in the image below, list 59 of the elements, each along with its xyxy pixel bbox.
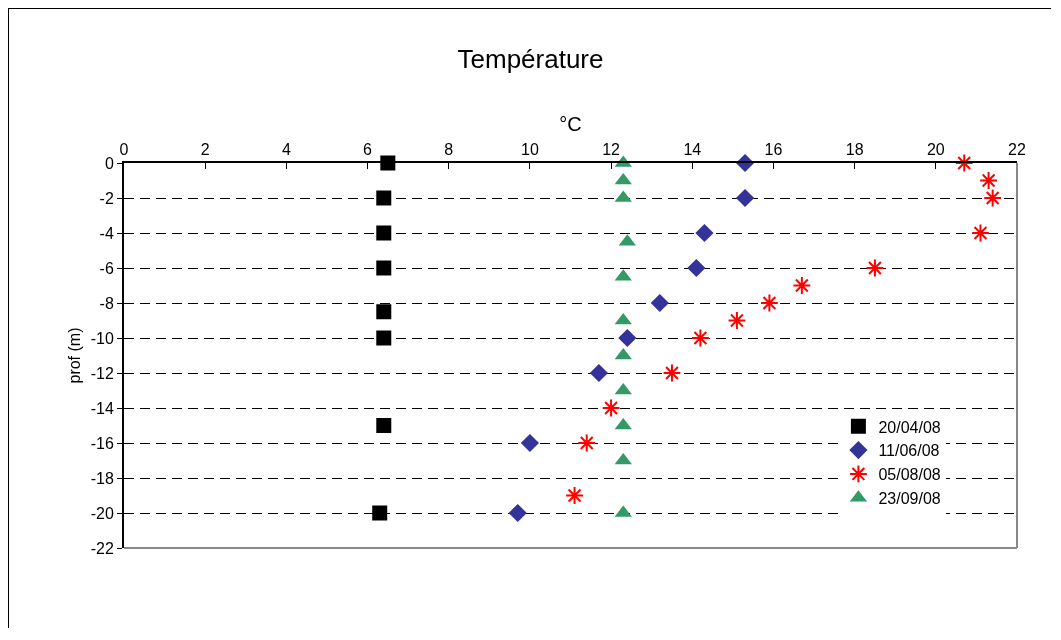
point bbox=[687, 258, 706, 278]
point bbox=[376, 418, 392, 433]
y-tick-label: -8 bbox=[99, 294, 114, 312]
y-axis-title: prof (m) bbox=[66, 327, 84, 384]
point bbox=[577, 433, 597, 453]
point bbox=[983, 188, 1003, 208]
point bbox=[376, 304, 392, 320]
legend-label: 20/04/08 bbox=[878, 418, 941, 436]
x-tick-label: 4 bbox=[281, 140, 291, 158]
point bbox=[735, 188, 755, 208]
point bbox=[376, 260, 392, 276]
x-tick-label: 0 bbox=[119, 140, 129, 158]
point bbox=[376, 330, 392, 346]
x-tick-label: 8 bbox=[444, 140, 454, 158]
point bbox=[376, 190, 392, 206]
legend-label: 05/08/08 bbox=[878, 466, 941, 484]
x-tick-label: 18 bbox=[845, 140, 864, 158]
point bbox=[565, 486, 584, 505]
y-tick-label: 0 bbox=[104, 154, 114, 172]
point bbox=[690, 328, 710, 348]
x-tick-label: 14 bbox=[683, 140, 702, 158]
point bbox=[954, 153, 974, 173]
x-tick-label: 6 bbox=[363, 140, 373, 158]
point bbox=[372, 505, 388, 521]
x-axis-title: °C bbox=[559, 112, 582, 135]
chart-title: Température bbox=[457, 43, 604, 74]
y-tick-label: -22 bbox=[90, 539, 114, 557]
x-tick-label: 16 bbox=[764, 140, 783, 158]
y-tick-label: -18 bbox=[90, 469, 114, 487]
point bbox=[520, 433, 540, 453]
point bbox=[589, 363, 609, 383]
point bbox=[979, 171, 998, 190]
point bbox=[376, 225, 392, 241]
y-tick-label: -6 bbox=[99, 259, 114, 277]
point bbox=[650, 293, 669, 313]
y-tick-label: -14 bbox=[90, 399, 114, 417]
point bbox=[695, 223, 714, 243]
x-tick-label: 10 bbox=[521, 140, 539, 158]
y-tick-label: -2 bbox=[99, 189, 114, 207]
point bbox=[508, 503, 527, 523]
point bbox=[601, 398, 621, 418]
legend-label: 11/06/08 bbox=[878, 442, 940, 460]
point bbox=[865, 258, 885, 278]
point bbox=[662, 363, 682, 383]
point bbox=[727, 311, 747, 330]
x-tick-label: 22 bbox=[1008, 140, 1026, 158]
point bbox=[760, 293, 779, 313]
x-tick-label: 2 bbox=[200, 140, 210, 158]
point bbox=[618, 328, 637, 348]
point bbox=[971, 223, 990, 243]
legend-label: 23/09/08 bbox=[878, 489, 941, 507]
y-tick-label: -4 bbox=[99, 224, 114, 242]
x-tick-label: 12 bbox=[602, 140, 621, 158]
x-tick-label: 20 bbox=[926, 140, 945, 158]
point bbox=[792, 276, 812, 295]
y-tick-label: -12 bbox=[90, 364, 114, 382]
y-tick-label: -16 bbox=[90, 434, 114, 452]
y-tick-label: -10 bbox=[90, 329, 114, 347]
y-tick-label: -20 bbox=[90, 504, 114, 522]
